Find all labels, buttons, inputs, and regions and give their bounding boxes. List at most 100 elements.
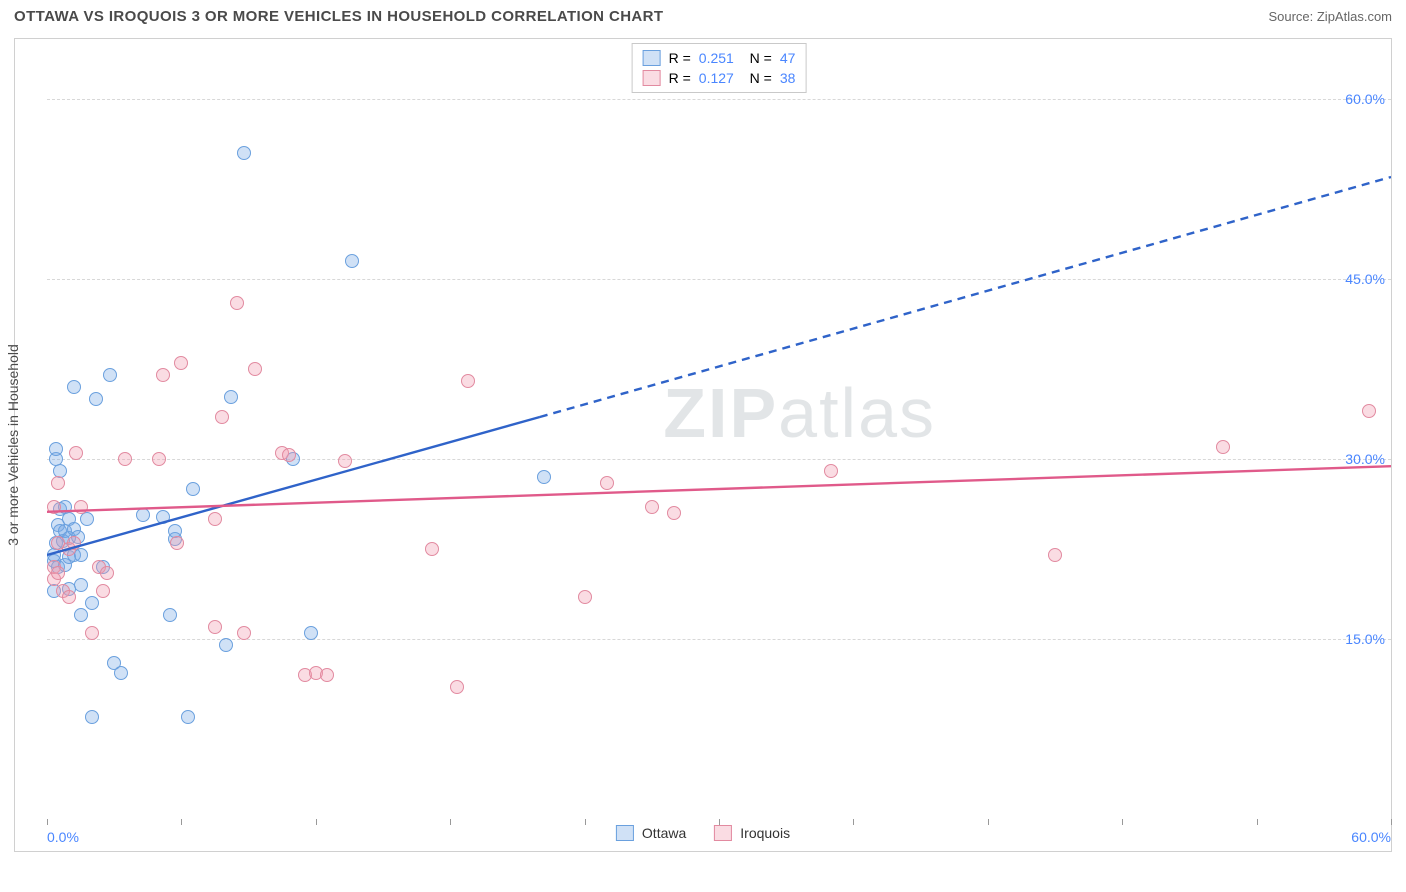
x-tick — [988, 819, 989, 825]
scatter-point — [450, 680, 464, 694]
scatter-point — [89, 392, 103, 406]
scatter-point — [304, 626, 318, 640]
legend-swatch — [616, 825, 634, 841]
x-tick — [1257, 819, 1258, 825]
gridline — [47, 99, 1391, 100]
scatter-point — [156, 368, 170, 382]
scatter-point — [49, 442, 63, 456]
legend-r-label: R = — [669, 70, 691, 86]
scatter-point — [824, 464, 838, 478]
x-tick — [1122, 819, 1123, 825]
scatter-point — [600, 476, 614, 490]
scatter-point — [103, 368, 117, 382]
x-axis-label: 60.0% — [1351, 829, 1391, 845]
scatter-point — [230, 296, 244, 310]
legend-n-label: N = — [742, 50, 772, 66]
legend-label: Ottawa — [642, 825, 686, 841]
gridline — [47, 279, 1391, 280]
legend-item: Iroquois — [714, 825, 790, 841]
y-axis-label: 3 or more Vehicles in Household — [5, 344, 21, 546]
scatter-point — [67, 380, 81, 394]
gridline — [47, 639, 1391, 640]
scatter-point — [181, 710, 195, 724]
legend-swatch — [643, 70, 661, 86]
scatter-point — [174, 356, 188, 370]
scatter-point — [85, 626, 99, 640]
chart-source: Source: ZipAtlas.com — [1268, 9, 1392, 24]
legend-stats: R = 0.251 N = 47 R = 0.127 N = 38 — [632, 43, 807, 93]
scatter-point — [237, 146, 251, 160]
scatter-point — [170, 536, 184, 550]
scatter-point — [74, 608, 88, 622]
scatter-point — [208, 512, 222, 526]
x-tick — [181, 819, 182, 825]
scatter-point — [51, 566, 65, 580]
scatter-point — [74, 500, 88, 514]
x-tick — [1391, 819, 1392, 825]
scatter-point — [118, 452, 132, 466]
scatter-point — [85, 710, 99, 724]
legend-stats-row: R = 0.251 N = 47 — [643, 48, 796, 68]
gridline — [47, 459, 1391, 460]
scatter-point — [248, 362, 262, 376]
legend-swatch — [714, 825, 732, 841]
y-tick-label: 45.0% — [1345, 271, 1385, 287]
chart-container: 3 or more Vehicles in Household ZIPatlas… — [14, 38, 1392, 852]
scatter-point — [219, 638, 233, 652]
scatter-point — [215, 410, 229, 424]
y-tick-label: 30.0% — [1345, 451, 1385, 467]
scatter-point — [62, 590, 76, 604]
scatter-point — [461, 374, 475, 388]
scatter-point — [537, 470, 551, 484]
scatter-point — [1048, 548, 1062, 562]
scatter-point — [345, 254, 359, 268]
legend-n-label: N = — [742, 70, 772, 86]
scatter-point — [80, 512, 94, 526]
watermark: ZIPatlas — [663, 373, 936, 453]
legend-r-label: R = — [669, 50, 691, 66]
scatter-point — [578, 590, 592, 604]
scatter-point — [320, 668, 334, 682]
scatter-point — [645, 500, 659, 514]
legend-r-value: 0.127 — [699, 70, 734, 86]
legend-r-value: 0.251 — [699, 50, 734, 66]
scatter-point — [208, 620, 222, 634]
legend-n-value: 38 — [780, 70, 796, 86]
legend-n-value: 47 — [780, 50, 796, 66]
plot-area: ZIPatlas R = 0.251 N = 47 R = 0.127 N = … — [47, 39, 1391, 819]
x-axis-label: 0.0% — [47, 829, 79, 845]
legend-label: Iroquois — [740, 825, 790, 841]
x-tick — [450, 819, 451, 825]
scatter-point — [237, 626, 251, 640]
scatter-point — [114, 666, 128, 680]
scatter-point — [667, 506, 681, 520]
x-tick — [853, 819, 854, 825]
scatter-point — [96, 584, 110, 598]
legend-swatch — [643, 50, 661, 66]
scatter-point — [156, 510, 170, 524]
scatter-point — [85, 596, 99, 610]
scatter-point — [47, 500, 61, 514]
y-tick-label: 60.0% — [1345, 91, 1385, 107]
scatter-point — [1362, 404, 1376, 418]
scatter-point — [425, 542, 439, 556]
scatter-point — [224, 390, 238, 404]
x-tick — [316, 819, 317, 825]
legend-stats-row: R = 0.127 N = 38 — [643, 68, 796, 88]
scatter-point — [100, 566, 114, 580]
scatter-point — [338, 454, 352, 468]
x-tick — [47, 819, 48, 825]
scatter-point — [136, 508, 150, 522]
chart-title: OTTAWA VS IROQUOIS 3 OR MORE VEHICLES IN… — [14, 8, 663, 25]
scatter-point — [186, 482, 200, 496]
chart-header: OTTAWA VS IROQUOIS 3 OR MORE VEHICLES IN… — [0, 0, 1406, 29]
scatter-point — [74, 578, 88, 592]
scatter-point — [152, 452, 166, 466]
scatter-point — [1216, 440, 1230, 454]
scatter-point — [282, 448, 296, 462]
legend-bottom: Ottawa Iroquois — [616, 825, 790, 841]
legend-item: Ottawa — [616, 825, 686, 841]
scatter-point — [67, 536, 81, 550]
x-tick — [585, 819, 586, 825]
scatter-point — [69, 446, 83, 460]
